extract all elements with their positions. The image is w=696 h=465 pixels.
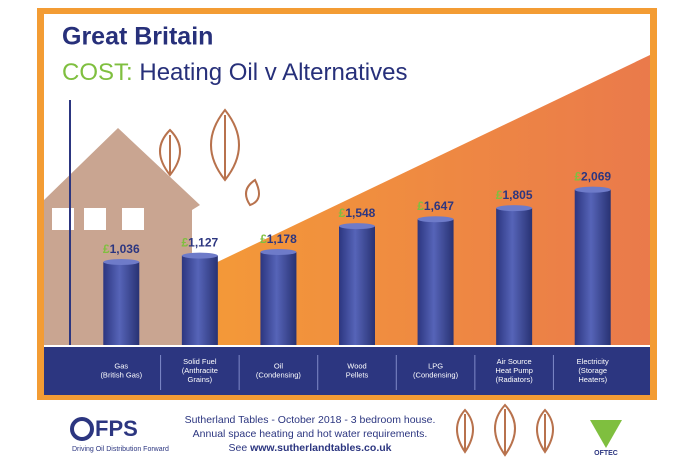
badge: OFTEC <box>594 450 618 457</box>
x-tick-label: Wood Pellets <box>346 361 369 379</box>
footer-line: Sutherland Tables - October 2018 - 3 bed… <box>185 414 436 426</box>
subtitle-highlight: COST: <box>62 59 133 86</box>
x-tick-label: LPG (Condensing) <box>413 361 459 379</box>
value-label: £1,805 <box>496 188 533 202</box>
footer: FPS Driving Oil Distribution Forward Sut… <box>70 414 622 457</box>
bar <box>339 226 375 345</box>
logo: FPS <box>95 416 138 441</box>
bar <box>417 219 454 345</box>
tagline: Driving Oil Distribution Forward <box>72 446 169 453</box>
leaves <box>159 108 554 457</box>
x-tick-label: Solid Fuel (Anthracite Grains) <box>182 357 218 384</box>
bar-top <box>103 258 140 265</box>
title: Great Britain <box>62 23 213 51</box>
x-tick-label: Air Source Heat Pump (Radiators) <box>495 357 533 384</box>
x-tick-label: Gas (British Gas) <box>100 361 142 379</box>
bar-top <box>496 205 533 212</box>
logo-ring <box>70 417 94 441</box>
category-strip <box>44 347 650 395</box>
bar <box>181 255 218 345</box>
bar <box>260 252 297 345</box>
value-label: £2,069 <box>574 170 611 184</box>
value-label: £1,127 <box>181 236 218 250</box>
bar <box>103 261 140 345</box>
house <box>44 128 200 345</box>
windows <box>52 208 144 230</box>
badge-shape <box>590 420 622 448</box>
bar-top <box>339 223 375 230</box>
bar-top <box>574 186 611 193</box>
value-label: £1,036 <box>103 242 140 256</box>
value-label: £1,178 <box>260 232 297 246</box>
see: See <box>228 442 247 454</box>
bar-top <box>181 252 218 259</box>
bar <box>496 208 533 345</box>
x-tick-label: Oil (Condensing) <box>256 361 302 379</box>
bar-top <box>417 216 454 223</box>
bar <box>574 189 611 345</box>
x-tick-label: Electricity (Storage Heaters) <box>577 357 609 384</box>
url: www.sutherlandtables.co.uk <box>249 442 392 454</box>
value-label: £1,647 <box>417 199 454 213</box>
footer-line: Annual space heating and hot water requi… <box>193 428 428 440</box>
bar-top <box>260 249 297 256</box>
value-label: £1,548 <box>339 206 376 220</box>
footer-url-line: See www.sutherlandtables.co.uk <box>228 442 391 454</box>
subtitle: COST: Heating Oil v Alternatives <box>62 59 407 86</box>
subtitle-text: Heating Oil v Alternatives <box>139 59 407 86</box>
